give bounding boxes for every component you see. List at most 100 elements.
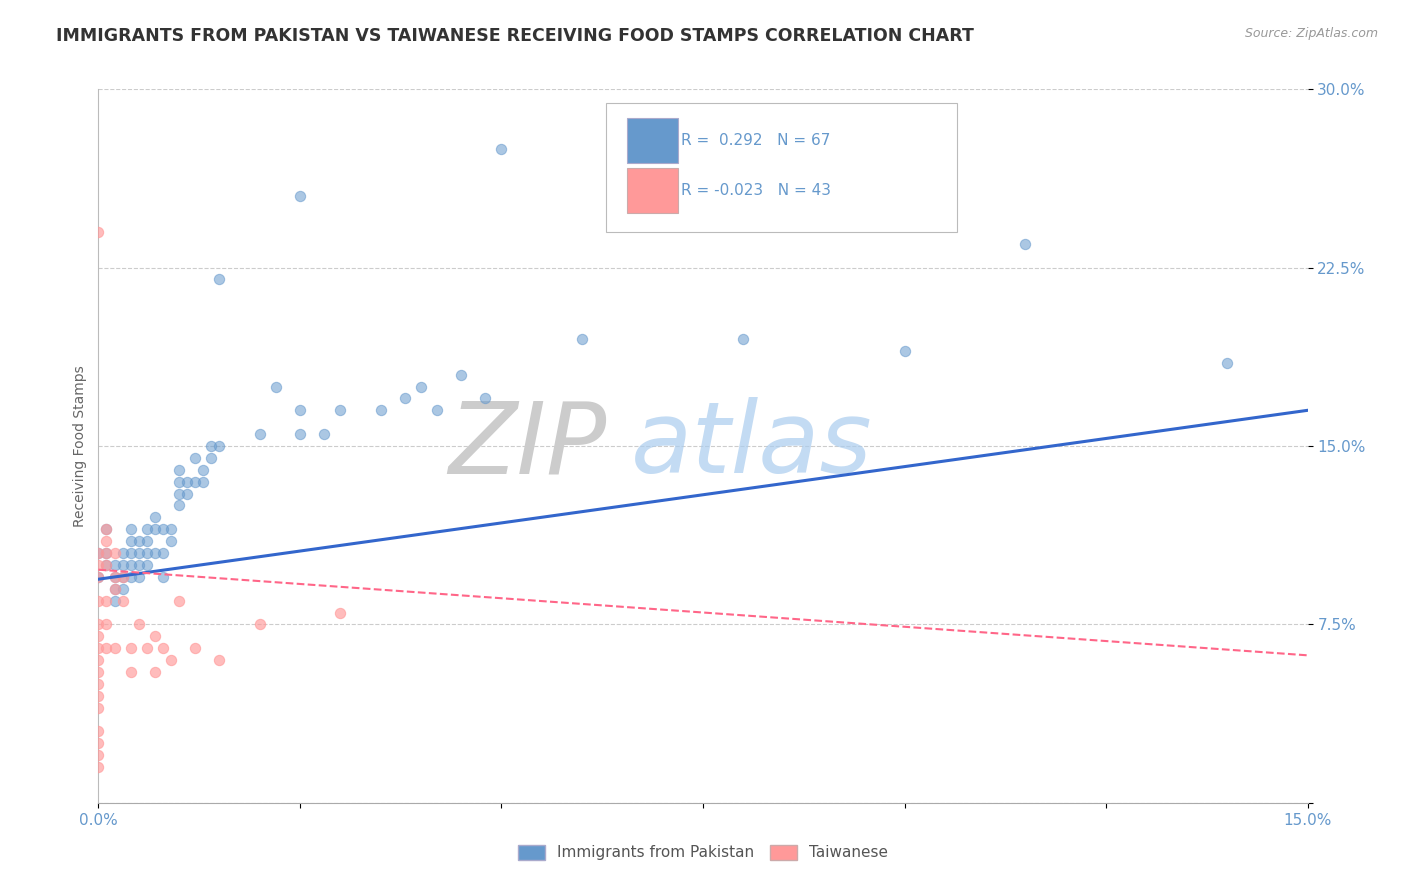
- Point: [193, 475, 215, 489]
- Point: [160, 534, 183, 549]
- Point: [208, 439, 231, 453]
- Point: [167, 486, 190, 500]
- Point: [1216, 356, 1239, 370]
- Point: [96, 558, 118, 572]
- Point: [96, 522, 118, 536]
- Point: [128, 570, 150, 584]
- FancyBboxPatch shape: [606, 103, 957, 232]
- Point: [103, 558, 125, 572]
- Point: [96, 546, 118, 560]
- Point: [152, 641, 174, 656]
- Point: [87, 665, 110, 679]
- Point: [87, 736, 110, 750]
- Point: [184, 475, 207, 489]
- Point: [128, 617, 150, 632]
- Point: [120, 665, 142, 679]
- Point: [87, 546, 110, 560]
- Point: [176, 475, 198, 489]
- Point: [143, 665, 166, 679]
- Legend: Immigrants from Pakistan, Taiwanese: Immigrants from Pakistan, Taiwanese: [512, 838, 894, 866]
- Point: [143, 629, 166, 643]
- Point: [167, 499, 190, 513]
- Point: [167, 463, 190, 477]
- Text: IMMIGRANTS FROM PAKISTAN VS TAIWANESE RECEIVING FOOD STAMPS CORRELATION CHART: IMMIGRANTS FROM PAKISTAN VS TAIWANESE RE…: [56, 27, 974, 45]
- Point: [128, 546, 150, 560]
- Point: [135, 546, 157, 560]
- Point: [193, 463, 215, 477]
- Point: [450, 368, 472, 382]
- Point: [370, 403, 392, 417]
- Point: [111, 582, 134, 596]
- Point: [184, 641, 207, 656]
- Point: [87, 546, 110, 560]
- Text: Source: ZipAtlas.com: Source: ZipAtlas.com: [1244, 27, 1378, 40]
- Point: [120, 534, 142, 549]
- Point: [111, 570, 134, 584]
- FancyBboxPatch shape: [627, 169, 678, 212]
- Point: [87, 724, 110, 739]
- Point: [87, 689, 110, 703]
- Point: [491, 142, 513, 156]
- Point: [329, 606, 352, 620]
- Point: [249, 617, 271, 632]
- Point: [893, 343, 915, 358]
- Point: [474, 392, 496, 406]
- Point: [167, 475, 190, 489]
- Point: [208, 272, 231, 286]
- Point: [135, 522, 157, 536]
- Point: [152, 570, 174, 584]
- Point: [96, 617, 118, 632]
- Point: [143, 510, 166, 524]
- Point: [103, 582, 125, 596]
- Text: R = -0.023   N = 43: R = -0.023 N = 43: [682, 183, 831, 198]
- Y-axis label: Receiving Food Stamps: Receiving Food Stamps: [73, 365, 87, 527]
- Point: [103, 593, 125, 607]
- Point: [87, 617, 110, 632]
- Point: [120, 522, 142, 536]
- Point: [200, 439, 222, 453]
- Point: [111, 593, 134, 607]
- Point: [394, 392, 416, 406]
- Point: [314, 427, 336, 442]
- Text: atlas: atlas: [630, 398, 872, 494]
- Point: [152, 546, 174, 560]
- Point: [288, 189, 311, 203]
- Point: [87, 760, 110, 774]
- Point: [128, 534, 150, 549]
- Point: [128, 558, 150, 572]
- Point: [103, 546, 125, 560]
- Point: [143, 522, 166, 536]
- Point: [87, 593, 110, 607]
- Point: [120, 641, 142, 656]
- Point: [135, 558, 157, 572]
- Point: [184, 450, 207, 465]
- Point: [264, 379, 287, 393]
- Point: [103, 570, 125, 584]
- Point: [249, 427, 271, 442]
- Point: [733, 332, 755, 346]
- Point: [96, 522, 118, 536]
- Point: [111, 570, 134, 584]
- Point: [87, 700, 110, 714]
- Point: [103, 582, 125, 596]
- Point: [143, 546, 166, 560]
- Point: [87, 653, 110, 667]
- Point: [409, 379, 432, 393]
- Point: [135, 641, 157, 656]
- Point: [103, 570, 125, 584]
- Point: [288, 403, 311, 417]
- Point: [135, 534, 157, 549]
- Point: [87, 570, 110, 584]
- Point: [87, 641, 110, 656]
- Point: [87, 629, 110, 643]
- Point: [87, 748, 110, 763]
- Point: [87, 225, 110, 239]
- Point: [96, 593, 118, 607]
- Point: [176, 486, 198, 500]
- Point: [208, 653, 231, 667]
- Text: ZIP: ZIP: [449, 398, 606, 494]
- Point: [87, 558, 110, 572]
- Point: [96, 641, 118, 656]
- Text: R =  0.292   N = 67: R = 0.292 N = 67: [682, 133, 831, 148]
- Point: [96, 546, 118, 560]
